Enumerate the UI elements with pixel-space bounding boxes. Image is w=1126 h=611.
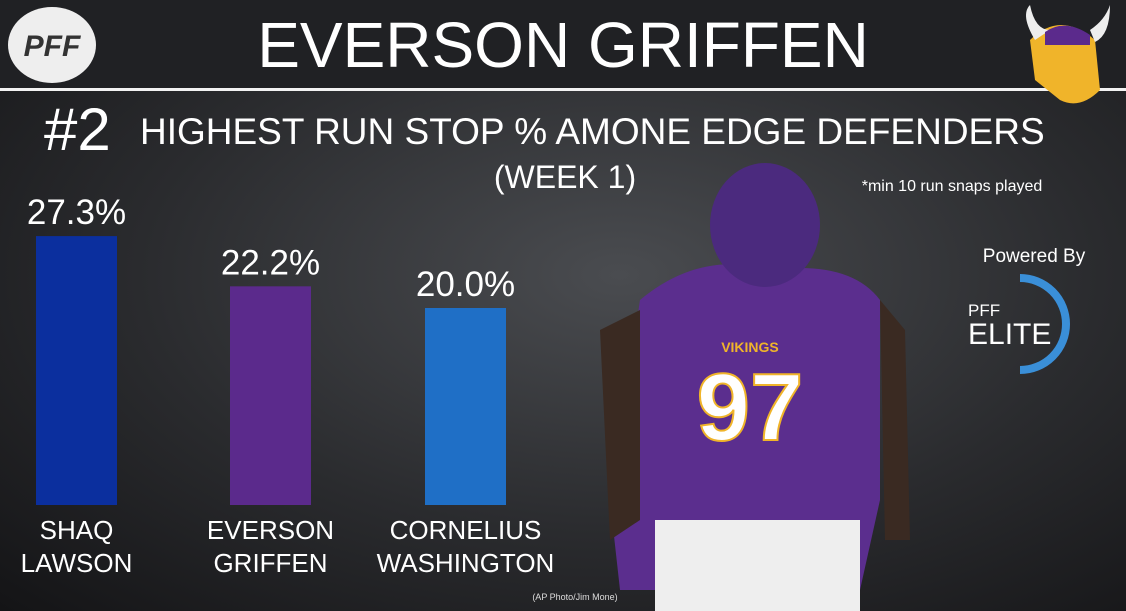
powered-by: Powered By (983, 246, 1086, 267)
team-logo (1026, 5, 1110, 104)
value-label: 20.0% (416, 265, 515, 304)
rank: #2 (44, 96, 111, 163)
chart-title: EVERSON GRIFFEN (257, 9, 869, 81)
logo-ball (8, 7, 96, 83)
photo-credit: (AP Photo/Jim Mone) (532, 592, 617, 602)
jersey-number: 97 (697, 354, 804, 461)
logo: PFF (24, 30, 81, 63)
period: (WEEK 1) (494, 159, 636, 195)
jersey-team: VIKINGS (721, 339, 779, 355)
bar (230, 286, 311, 505)
badge-brand: PFF (968, 301, 1000, 320)
note: *min 10 run snaps played (862, 178, 1043, 195)
badge-tier: ELITE (968, 318, 1051, 351)
header-rule (0, 88, 1126, 91)
bar (36, 236, 117, 505)
subtitle: HIGHEST RUN STOP % AMONE EDGE DEFENDERS (140, 111, 1045, 152)
category-label: SHAQ LAWSON (20, 515, 133, 578)
header-band (0, 0, 1126, 88)
category-label: CORNELIUS WASHINGTON (376, 515, 555, 578)
bar (425, 308, 506, 505)
badge-ring (1019, 274, 1070, 374)
player-photo (600, 163, 910, 611)
category-label: EVERSON GRIFFEN (206, 515, 335, 578)
value-label: 22.2% (221, 243, 320, 282)
value-label: 27.3% (27, 193, 126, 232)
